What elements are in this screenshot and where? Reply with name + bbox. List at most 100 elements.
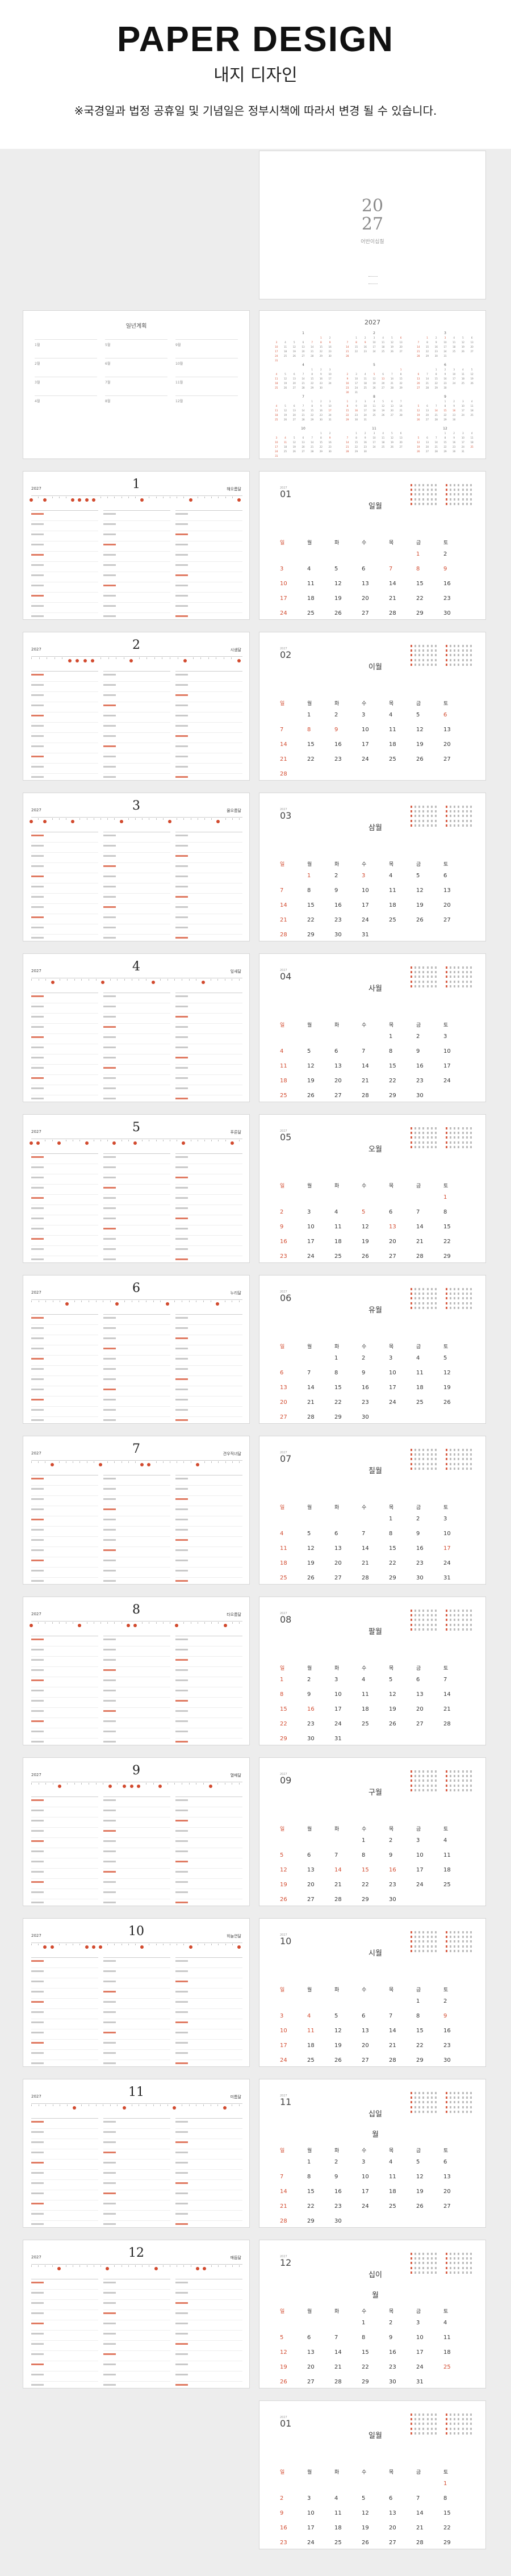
- mini-calendar-day: [434, 1462, 437, 1465]
- mini-calendar-day: [426, 1297, 429, 1300]
- year-overview-month-number: 7: [302, 395, 304, 399]
- planner-line-mark: [103, 1187, 116, 1189]
- monthly-planner-page[interactable]: 2027 3 물오름달: [23, 793, 250, 941]
- year-overview-empty: [281, 400, 290, 403]
- planner-line-mark: [103, 2192, 116, 2194]
- monthly-planner-page[interactable]: 2027 4 잎새달: [23, 953, 250, 1102]
- planner-line: [31, 1958, 98, 1968]
- planner-line-mark: [31, 1348, 44, 1349]
- calendar-day: 24: [389, 1399, 396, 1406]
- planner-line-mark: [31, 2131, 44, 2133]
- planner-line: [103, 1486, 170, 1496]
- year-overview-day: 21: [346, 445, 349, 448]
- mini-calendar-day: [414, 2257, 417, 2260]
- calendar-year-label: 2027: [280, 1451, 287, 1454]
- monthly-calendar-page[interactable]: 2027 01 일월 일 월 화 수 목 금 토 1 2 3 4 5 6 7 8 9 10 11 12 13 14 15 16 17…: [259, 471, 486, 620]
- planner-line-mark: [103, 1036, 116, 1038]
- monthly-planner-page[interactable]: 2027 2 시샘달: [23, 632, 250, 781]
- planner-day-tick: [124, 979, 125, 981]
- planner-line-mark: [175, 1991, 188, 1993]
- monthly-planner-page[interactable]: 2027 9 열매달: [23, 1757, 250, 1906]
- planner-line-mark: [175, 745, 188, 747]
- monthly-calendar-page[interactable]: 2027 10 시월 일 월 화 수 목 금 토 1 2 3 4 5 6 7 8 9 10 11 12 13 14 15 16 17…: [259, 1918, 486, 2067]
- calendar-day: 22: [362, 2364, 369, 2370]
- yearly-plan-row-label: 4월: [35, 399, 40, 403]
- year-overview-day: 25: [470, 445, 474, 448]
- planner-line-mark: [103, 2162, 116, 2164]
- mini-calendar-day: [430, 2414, 433, 2416]
- planner-line-mark: [175, 1580, 188, 1582]
- planner-line-mark: [175, 1399, 188, 1400]
- cover-page[interactable]: 20 27 어반이십칠: [259, 151, 486, 299]
- monthly-planner-page[interactable]: 2027 1 해오름달: [23, 471, 250, 620]
- monthly-planner-page[interactable]: 2027 12 매듭달: [23, 2240, 250, 2389]
- mini-calendar-day: [411, 2253, 413, 2255]
- monthly-calendar-page[interactable]: 2027 11 십일월 일 월 화 수 목 금 토 1 2 3 4 5 6 7 8 9 10 11 12 13 14 15 16 1…: [259, 2079, 486, 2228]
- monthly-planner-page[interactable]: 2027 8 타오름달: [23, 1597, 250, 1745]
- mini-calendar-day: [411, 1784, 413, 1787]
- planner-line: [103, 1014, 170, 1024]
- monthly-calendar-page[interactable]: 2027 09 구월 일 월 화 수 목 금 토 1 2 3 4 5 6 7 8 9 10 11 12 13 14 15 16 17…: [259, 1757, 486, 1906]
- monthly-planner-page[interactable]: 2027 11 미틈달: [23, 2079, 250, 2228]
- monthly-planner-page[interactable]: 2027 7 견우직녀달: [23, 1436, 250, 1585]
- monthly-calendar-page[interactable]: 2027 01 일월 일 월 화 수 목 금 토 1 2 3 4 5 6 7 8 9 10 11 12 13 14 15 16 17…: [259, 2400, 486, 2549]
- planner-line: [31, 1185, 98, 1195]
- monthly-calendar-page[interactable]: 2027 08 팔월 일 월 화 수 목 금 토 1 2 3 4 5 6 7 8 9 10 11 12 13 14 15 16 17…: [259, 1597, 486, 1745]
- mini-calendar-day: [470, 966, 472, 969]
- monthly-planner-page[interactable]: 2027 10 하늘연달: [23, 1918, 250, 2067]
- monthly-calendar-page[interactable]: 2027 04 사월 일 월 화 수 목 금 토 1 2 3 4 5 6 7 8 9 10 11 12 13 14 15 16 17…: [259, 953, 486, 1102]
- monthly-calendar-page[interactable]: 2027 07 칠월 일 월 화 수 목 금 토 1 2 3 4 5 6 7 8 9 10 11 12 13 14 15 16 17…: [259, 1436, 486, 1585]
- year-overview-page[interactable]: 2027 1 1 2 3 4 5 6 7 8 9 10 11 12 13 14 15 16 17 18 19 20 21 2…: [259, 310, 486, 459]
- mini-calendar-day: [426, 1145, 429, 1148]
- mini-calendar-day: [411, 1458, 413, 1461]
- planner-line-mark: [31, 1498, 44, 1500]
- mini-calendar-day: [411, 810, 413, 813]
- planner-line: [31, 2170, 98, 2180]
- monthly-calendar-page[interactable]: 2027 02 이월 일 월 화 수 목 금 토 1 2 3 4 5 6 7 8 9 10 11 12 13 14 15 16 17…: [259, 632, 486, 781]
- mini-calendar-day: [430, 1141, 433, 1144]
- year-overview-day: 18: [382, 345, 385, 348]
- monthly-calendar-page[interactable]: 2027 03 삼월 일 월 화 수 목 금 토 1 2 3 4 5 6 7 8 9 10 11 12 13 14 15 16 17…: [259, 793, 486, 941]
- monthly-calendar-page[interactable]: 2027 12 십이월 일 월 화 수 목 금 토 1 2 3 4 5 6 7 8 9 10 11 12 13 14 15 16 1…: [259, 2240, 486, 2389]
- planner-line-mark: [175, 605, 188, 607]
- mini-calendar-day: [462, 2427, 464, 2430]
- mini-calendar-day: [470, 2432, 472, 2435]
- monthly-planner-page[interactable]: 2027 6 누리달: [23, 1275, 250, 1424]
- planner-day-tick: [110, 1300, 111, 1302]
- year-overview-day: 30: [328, 355, 332, 357]
- calendar-day: 28: [389, 2057, 396, 2064]
- monthly-calendar-page[interactable]: 2027 05 오월 일 월 화 수 목 금 토 1 2 3 4 5 6 7 8 9 10 11 12 13 14 15 16 17…: [259, 1114, 486, 1263]
- planner-day-tick: [31, 1783, 32, 1785]
- calendar-day: 7: [334, 2335, 338, 2341]
- planner-line-mark: [175, 2353, 188, 2355]
- calendar-day: 21: [389, 595, 396, 602]
- mini-calendar-day: [446, 484, 448, 486]
- mini-calendar-day: [446, 2427, 448, 2430]
- planner-line: [175, 1858, 242, 1869]
- planner-column-header: [175, 1310, 242, 1315]
- mini-calendar-day: [458, 1775, 460, 1778]
- yearly-plan-page[interactable]: 일년계획 1월 2월 3월 4월 5월 6월 7월 8월 9월 10월 11월 12월: [23, 310, 250, 459]
- mini-calendar-day: [446, 1302, 448, 1304]
- planner-month-number: 2: [132, 638, 140, 652]
- year-overview-month: 12 1 2 3 4 5 6 7 8 9 10 11 12 13 14 15 16 17 18 19 20 21 22 23 2…: [414, 427, 476, 458]
- yearly-plan-row: 9월: [175, 339, 238, 358]
- planner-line-mark: [175, 523, 188, 525]
- planner-day-tick: [114, 818, 115, 820]
- monthly-planner-page[interactable]: 2027 5 푸른달: [23, 1114, 250, 1263]
- calendar-day: 6: [307, 2335, 311, 2341]
- mini-calendar-day: [422, 976, 425, 978]
- mini-calendar-day: [418, 2106, 421, 2108]
- planner-line-mark: [175, 927, 188, 928]
- mini-calendar-day: [418, 1936, 421, 1939]
- mini-calendar-day: [466, 824, 468, 827]
- mini-calendar-day: [411, 1127, 413, 1129]
- planner-line-mark: [175, 2032, 188, 2033]
- monthly-calendar-page[interactable]: 2027 06 유월 일 월 화 수 목 금 토 1 2 3 4 5 6 7 8 9 10 11 12 13 14 15 16 17…: [259, 1275, 486, 1424]
- planner-line: [175, 672, 242, 682]
- planner-line: [175, 2300, 242, 2310]
- planner-line-mark: [175, 1077, 188, 1079]
- year-overview-day: 1: [320, 432, 322, 435]
- planner-line-mark: [175, 2364, 188, 2365]
- planner-day-tick: [211, 497, 212, 498]
